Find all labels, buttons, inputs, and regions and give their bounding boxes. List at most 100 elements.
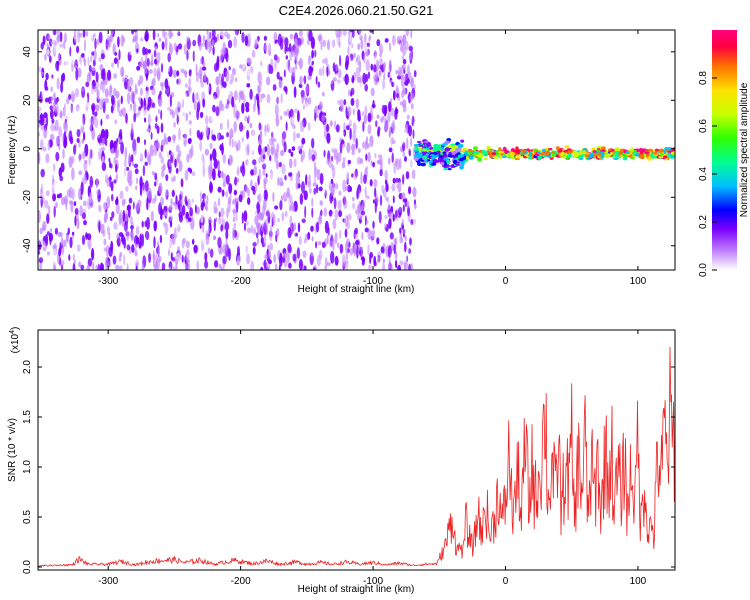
spectrogram-cell <box>285 86 288 95</box>
spectrogram-cell <box>57 53 62 61</box>
spectrogram-cell <box>47 205 51 216</box>
spectrogram-cell <box>281 194 284 201</box>
spectrogram-cell <box>163 221 166 228</box>
spectrogram-cell <box>238 233 241 243</box>
spectrogram-cell <box>311 60 315 66</box>
spectrogram-cell <box>353 169 357 181</box>
spectrogram-cell <box>53 41 58 47</box>
spectrogram-cell <box>238 90 242 96</box>
spectrogram-cell <box>201 231 205 245</box>
spectrogram-cell <box>293 158 297 168</box>
spectrogram-cell <box>269 155 272 162</box>
spectrogram-cell <box>412 129 415 139</box>
spectrogram-cell <box>49 96 54 101</box>
y-tick-label: 0.0 <box>22 560 33 574</box>
spectrogram-cell <box>229 60 234 68</box>
spectrogram-cell <box>222 255 227 265</box>
spectrogram-cell <box>53 80 57 85</box>
spectrogram-cell <box>60 264 64 270</box>
spectrogram-cell <box>97 133 101 139</box>
spectrogram-cell <box>357 43 361 51</box>
spectrogram-cell <box>160 156 165 164</box>
spectrogram-cell <box>160 144 164 152</box>
spectrogram-cell <box>426 141 432 146</box>
spectrogram-cell <box>71 167 75 181</box>
spectrogram-cell <box>188 235 193 241</box>
spectrogram-cell <box>256 202 261 214</box>
spectrogram-cell <box>201 154 205 163</box>
spectrogram-cell <box>339 54 342 67</box>
x-tick-label: -200 <box>231 576 251 587</box>
spectrogram-cell <box>287 97 290 110</box>
spectrogram-cell <box>46 46 51 57</box>
spectrogram-cell <box>82 151 86 160</box>
spectrogram-cell <box>236 252 241 266</box>
spectrogram-cell <box>264 124 267 137</box>
spectrogram-cell <box>409 51 413 61</box>
spectrogram-cell <box>113 156 117 165</box>
spectrogram-cell <box>399 207 402 213</box>
spectrogram-cell <box>289 210 294 219</box>
spectrogram-cell <box>199 111 204 119</box>
spectrogram-cell <box>294 108 298 114</box>
spectrogram-cell <box>369 253 372 265</box>
spectrogram-cell <box>318 186 323 192</box>
spectrogram-cell <box>392 177 396 184</box>
spectrogram-cell <box>51 178 56 186</box>
spectrogram-cell <box>299 193 304 205</box>
spectrogram-cell <box>402 198 407 203</box>
spectrogram-cell <box>367 71 371 80</box>
spectrogram-cell <box>239 148 244 157</box>
spectrogram-cell <box>81 234 86 246</box>
spectrogram-cell <box>405 120 410 134</box>
spectrogram-cell <box>352 243 356 254</box>
spectrogram-cell <box>281 211 284 222</box>
spectrogram-cell <box>453 158 456 161</box>
spectrogram-cell <box>349 127 352 140</box>
spectrogram-cell <box>69 236 73 249</box>
spectrogram-cell <box>201 193 207 200</box>
spectrogram-cell <box>205 40 209 51</box>
spectrogram-cell <box>303 110 306 116</box>
spectrogram-cell <box>86 165 91 173</box>
spectrogram-cell <box>238 194 243 203</box>
spectrogram-cell <box>104 256 109 270</box>
spectrogram-cell <box>110 95 115 105</box>
spectrogram-cell <box>227 118 230 130</box>
spectrogram-cell <box>360 210 366 216</box>
spectrogram-cell <box>388 42 392 52</box>
spectrogram-cell <box>345 265 348 270</box>
spectrogram-cell <box>44 79 48 91</box>
spectrogram-cell <box>95 71 99 83</box>
spectrogram-cell <box>114 51 117 56</box>
spectrogram-cell <box>305 84 309 95</box>
spectrogram-cell <box>85 233 88 238</box>
spectrogram-cell <box>255 93 259 101</box>
spectrogram-cell <box>444 140 450 145</box>
spectrogram-cell <box>200 57 203 64</box>
spectrogram-cell <box>212 168 216 181</box>
spectrogram-cell <box>298 235 302 246</box>
spectrogram-cell <box>212 45 215 56</box>
spectrogram-cell <box>635 153 640 157</box>
spectrogram-cell <box>146 190 149 197</box>
spectrogram-cell <box>337 242 340 249</box>
spectrogram-cell <box>64 136 68 147</box>
spectrogram-cell <box>53 125 57 132</box>
spectrogram-cell <box>42 195 45 205</box>
spectrogram-cell <box>298 205 303 213</box>
spectrogram-cell <box>202 59 206 68</box>
spectrogram-cell <box>45 72 49 81</box>
spectrogram-cell <box>443 168 448 171</box>
spectrogram-cell <box>212 104 216 113</box>
spectrogram-cell <box>405 171 410 180</box>
spectrogram-cell <box>91 228 95 237</box>
spectrogram-cell <box>376 114 380 119</box>
spectrogram-cell <box>53 205 56 218</box>
spectrogram-cell <box>167 151 170 159</box>
spectrogram-cell <box>250 225 254 234</box>
spectrogram-cell <box>177 78 182 85</box>
spectrogram-cell <box>314 166 318 178</box>
spectrogram-cell <box>141 220 144 228</box>
spectrogram-cell <box>257 71 262 85</box>
